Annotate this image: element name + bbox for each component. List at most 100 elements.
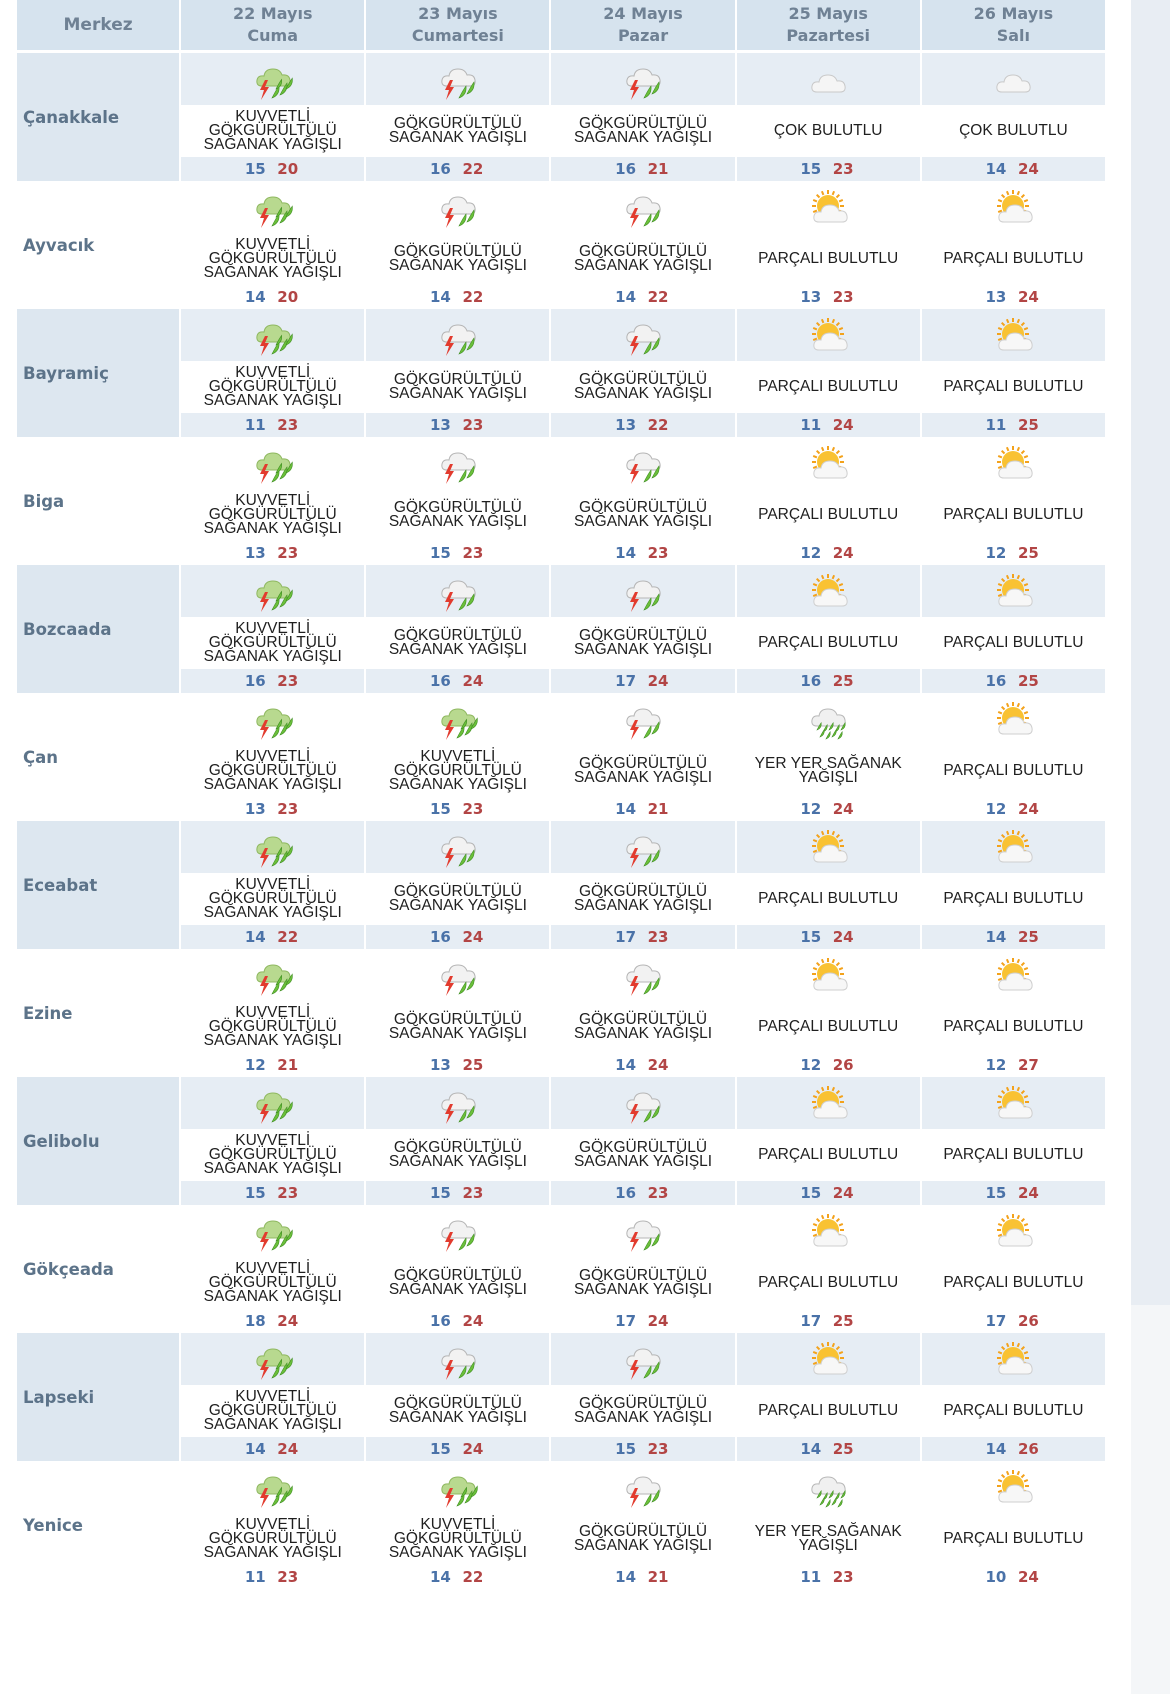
city-name[interactable]: Çanakkale — [17, 53, 180, 181]
city-name[interactable]: Biga — [17, 437, 180, 565]
weather-description-line: GÖKGÜRÜLTÜLÜ — [208, 506, 337, 523]
weather-icon-cell — [366, 1333, 550, 1385]
weather-description-line: PARÇALI BULUTLU — [758, 1146, 899, 1163]
temperature-cell: 15 24 — [736, 925, 920, 949]
weather-description-line: PARÇALI BULUTLU — [758, 250, 899, 267]
temperature-cell: 14 21 — [551, 1565, 735, 1589]
temperature-cell: 14 24 — [551, 1053, 735, 1077]
temperature-cell: 15 23 — [736, 157, 920, 181]
max-temp: 23 — [832, 1568, 854, 1586]
city-name[interactable]: Eceabat — [17, 821, 180, 949]
min-temp: 18 — [244, 1312, 266, 1330]
weather-icon-cell — [181, 53, 365, 105]
weather-description: GÖKGÜRÜLTÜLÜ SAĞANAK YAĞIŞLI — [551, 873, 735, 925]
partly-cloudy-icon — [997, 1214, 1034, 1247]
partly-cloudy-icon — [997, 830, 1034, 863]
temperature-cell: 11 23 — [736, 1565, 920, 1589]
max-temp: 23 — [277, 672, 299, 690]
weather-description-line: GÖKGÜRÜLTÜLÜ — [393, 627, 522, 644]
weather-description-line: KUVVETLİ — [235, 364, 311, 381]
temperature-cell: 14 20 — [181, 285, 365, 309]
weather-description-line: SAĞANAK YAĞIŞLI — [203, 520, 342, 537]
weather-description-line: GÖKGÜRÜLTÜLÜ — [208, 122, 337, 139]
max-temp: 24 — [462, 928, 484, 946]
weather-icon-cell — [181, 181, 365, 233]
day-date: 25 Mayıs — [788, 4, 868, 23]
weather-description-line: PARÇALI BULUTLU — [943, 1530, 1084, 1547]
city-name[interactable]: Yenice — [17, 1461, 180, 1589]
thunder-shower-icon — [441, 836, 476, 868]
weather-description: YER YER SAĞANAK YAĞIŞLI — [736, 1513, 920, 1565]
weather-description-line: GÖKGÜRÜLTÜLÜ — [579, 755, 708, 772]
day-weekday: Pazartesi — [786, 26, 870, 45]
partly-cloudy-icon — [997, 1342, 1034, 1375]
weather-description-line: PARÇALI BULUTLU — [758, 1402, 899, 1419]
weather-icon-cell — [551, 565, 735, 617]
weather-icon-cell — [181, 1333, 365, 1385]
weather-description: PARÇALI BULUTLU — [736, 873, 920, 925]
thunder-shower-icon — [626, 1092, 661, 1124]
weather-description-line: KUVVETLİ — [235, 492, 311, 509]
weather-description: KUVVETLİ GÖKGÜRÜLTÜLÜ SAĞANAK YAĞIŞLI — [366, 1513, 550, 1565]
weather-icon-cell — [736, 309, 920, 361]
city-name[interactable]: Gelibolu — [17, 1077, 180, 1205]
city-name[interactable]: Lapseki — [17, 1333, 180, 1461]
day-weekday: Cumartesi — [411, 26, 504, 45]
weather-description: GÖKGÜRÜLTÜLÜ SAĞANAK YAĞIŞLI — [551, 1129, 735, 1181]
max-temp: 23 — [277, 1568, 299, 1586]
weather-description-line: PARÇALI BULUTLU — [758, 506, 899, 523]
weather-description: GÖKGÜRÜLTÜLÜ SAĞANAK YAĞIŞLI — [366, 1385, 550, 1437]
temperature-cell: 16 25 — [736, 669, 920, 693]
temperature-cell: 15 23 — [366, 797, 550, 821]
partly-cloudy-icon — [812, 1342, 848, 1375]
weather-icon-cell — [921, 1461, 1105, 1513]
weather-description-line: GÖKGÜRÜLTÜLÜ — [579, 1395, 708, 1412]
temperature-cell: 12 24 — [736, 797, 920, 821]
partly-cloudy-icon — [997, 574, 1034, 607]
min-temp: 16 — [430, 160, 451, 178]
weather-icon-cell — [366, 309, 550, 361]
partly-cloudy-icon — [812, 830, 848, 863]
weather-description-line: PARÇALI BULUTLU — [758, 634, 899, 651]
max-temp: 23 — [277, 544, 299, 562]
weather-icon-cell — [736, 1333, 920, 1385]
weather-description-line: PARÇALI BULUTLU — [943, 250, 1084, 267]
day-header: 24 Mayıs Pazar — [551, 0, 735, 53]
max-temp: 25 — [1017, 544, 1039, 562]
city-name[interactable]: Çan — [17, 693, 180, 821]
city-name[interactable]: Bozcaada — [17, 565, 180, 693]
thunder-shower-icon — [626, 708, 661, 740]
weather-icon-cell — [736, 1205, 920, 1257]
city-name[interactable]: Bayramiç — [17, 309, 180, 437]
temperature-cell: 11 23 — [181, 1565, 365, 1589]
weather-icon-cell — [366, 181, 550, 233]
weather-description: GÖKGÜRÜLTÜLÜ SAĞANAK YAĞIŞLI — [366, 1257, 550, 1309]
weather-description-line: SAĞANAK YAĞIŞLI — [573, 641, 713, 658]
thunder-shower-icon — [441, 1092, 476, 1124]
weather-icon-cell — [921, 181, 1105, 233]
weather-description: KUVVETLİ GÖKGÜRÜLTÜLÜ SAĞANAK YAĞIŞLI — [181, 1257, 365, 1309]
heavy-thunder-shower-icon — [256, 1348, 293, 1380]
weather-description-line: SAĞANAK YAĞIŞLI — [573, 1281, 713, 1298]
weather-description-line: GÖKGÜRÜLTÜLÜ — [579, 627, 708, 644]
weather-description-line: GÖKGÜRÜLTÜLÜ — [393, 883, 522, 900]
weather-description-line: GÖKGÜRÜLTÜLÜ — [393, 1139, 522, 1156]
temperature-cell: 16 25 — [921, 669, 1105, 693]
weather-description: PARÇALI BULUTLU — [921, 1129, 1105, 1181]
weather-description-line: KUVVETLİ — [235, 1260, 311, 1277]
weather-description: GÖKGÜRÜLTÜLÜ SAĞANAK YAĞIŞLI — [366, 873, 550, 925]
weather-description-line: SAĞANAK YAĞIŞLI — [203, 1416, 342, 1433]
weather-icon-cell — [551, 53, 735, 105]
city-name[interactable]: Ayvacık — [17, 181, 180, 309]
min-temp: 14 — [244, 1440, 266, 1458]
min-temp: 12 — [244, 1056, 266, 1074]
thunder-shower-icon — [626, 836, 661, 868]
weather-icon-cell — [366, 437, 550, 489]
weather-description-line: SAĞANAK YAĞIŞLI — [573, 513, 713, 530]
partly-cloudy-icon — [812, 574, 848, 607]
weather-description: ÇOK BULUTLU — [736, 105, 920, 157]
city-name[interactable]: Ezine — [17, 949, 180, 1077]
weather-description: PARÇALI BULUTLU — [921, 1257, 1105, 1309]
city-name[interactable]: Gökçeada — [17, 1205, 180, 1333]
temperature-cell: 16 24 — [366, 669, 550, 693]
